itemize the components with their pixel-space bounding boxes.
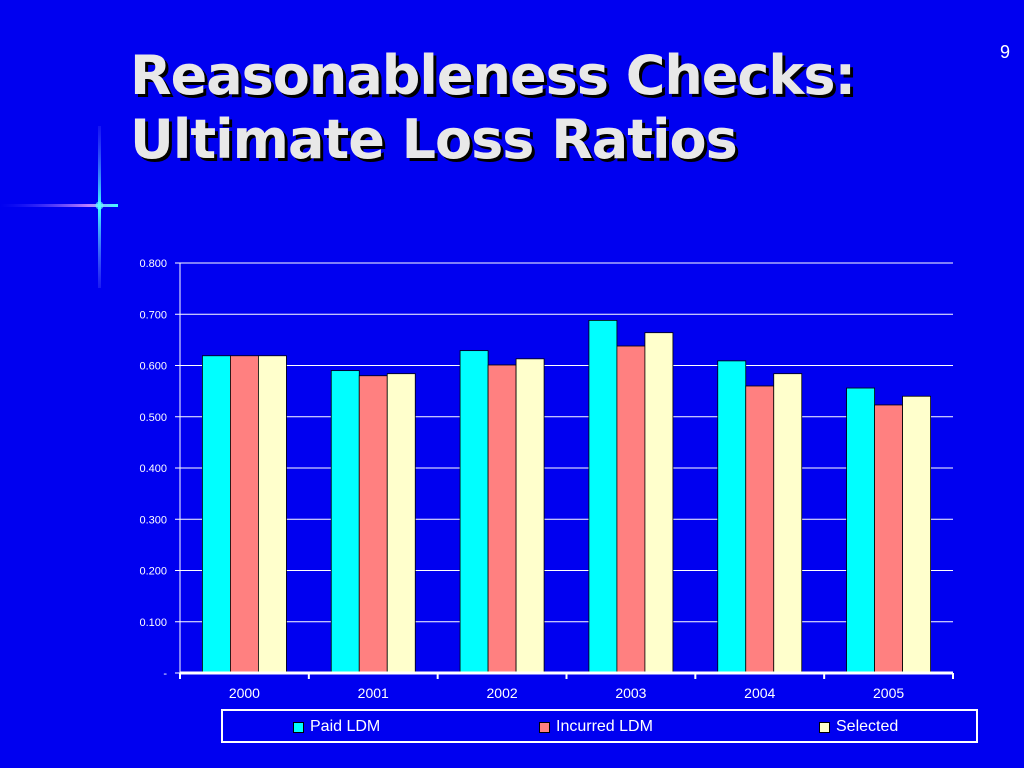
x-category-label: 2002	[487, 685, 518, 701]
x-category-label: 2003	[615, 685, 646, 701]
slide-number: 9	[999, 42, 1010, 62]
bar-incurred-ldm-2003	[616, 345, 646, 674]
y-tick-label: -	[163, 668, 167, 680]
x-axis	[175, 262, 954, 679]
legend-label-selected: Selected	[836, 718, 899, 735]
bar-selected-2005	[902, 395, 931, 674]
gridlines	[180, 262, 953, 623]
bar-paid-ldm-2004	[717, 360, 747, 674]
y-tick-label: 0.600	[139, 361, 167, 373]
title-line-1: Reasonableness Checks:	[130, 44, 856, 107]
bar-incurred-ldm-2005	[874, 404, 903, 674]
legend-item-incurred-ldm: Incurred LDM	[539, 718, 653, 736]
legend-swatch-incurred-ldm	[539, 721, 550, 733]
title-line-2: Ultimate Loss Ratios	[130, 108, 738, 171]
y-tick-label: 0.800	[139, 258, 167, 270]
legend-label-paid-ldm: Paid LDM	[310, 718, 381, 735]
bar-paid-ldm-2003	[588, 319, 618, 674]
bars	[202, 319, 931, 674]
bar-paid-ldm-2005	[846, 387, 875, 674]
bar-selected-2003	[644, 332, 674, 674]
legend-label-incurred-ldm: Incurred LDM	[556, 718, 653, 735]
x-category-label: 2005	[873, 685, 904, 701]
slide-title: Reasonableness Checks: Ultimate Loss Rat…	[130, 44, 856, 172]
bar-selected-2004	[773, 373, 803, 674]
y-tick-label: 0.100	[139, 617, 167, 629]
bar-incurred-ldm-2002	[487, 364, 517, 674]
x-axis-category-labels: 2000 2001 2002 2003 2004 2005	[229, 685, 905, 701]
x-category-label: 2000	[229, 685, 260, 701]
bar-incurred-ldm-2000	[230, 355, 259, 674]
bar-paid-ldm-2000	[202, 355, 231, 674]
y-axis-tick-labels: - 0.100 0.200 0.300 0.400 0.500 0.600 0.700 0.80…	[139, 258, 167, 680]
x-category-label: 2004	[744, 685, 775, 701]
x-category-label: 2001	[358, 685, 389, 701]
bar-selected-2002	[515, 358, 545, 674]
legend-item-selected: Selected	[819, 718, 898, 736]
bar-paid-ldm-2002	[459, 350, 489, 674]
y-tick-label: 0.300	[139, 514, 167, 526]
y-tick-label: 0.700	[139, 309, 167, 321]
legend-swatch-paid-ldm	[293, 721, 304, 733]
bar-incurred-ldm-2001	[358, 375, 388, 674]
bar-incurred-ldm-2004	[745, 385, 775, 674]
decorative-cross-icon	[0, 126, 118, 288]
legend-item-paid-ldm: Paid LDM	[293, 718, 380, 736]
legend-swatch-selected	[819, 721, 830, 733]
y-tick-label: 0.400	[139, 463, 167, 475]
y-tick-label: 0.500	[139, 412, 167, 424]
bar-selected-2000	[258, 355, 287, 674]
bar-paid-ldm-2001	[330, 370, 360, 674]
bar-selected-2001	[386, 373, 416, 674]
y-tick-label: 0.200	[139, 566, 167, 578]
chart-legend: Paid LDM Incurred LDM Selected	[221, 709, 978, 743]
